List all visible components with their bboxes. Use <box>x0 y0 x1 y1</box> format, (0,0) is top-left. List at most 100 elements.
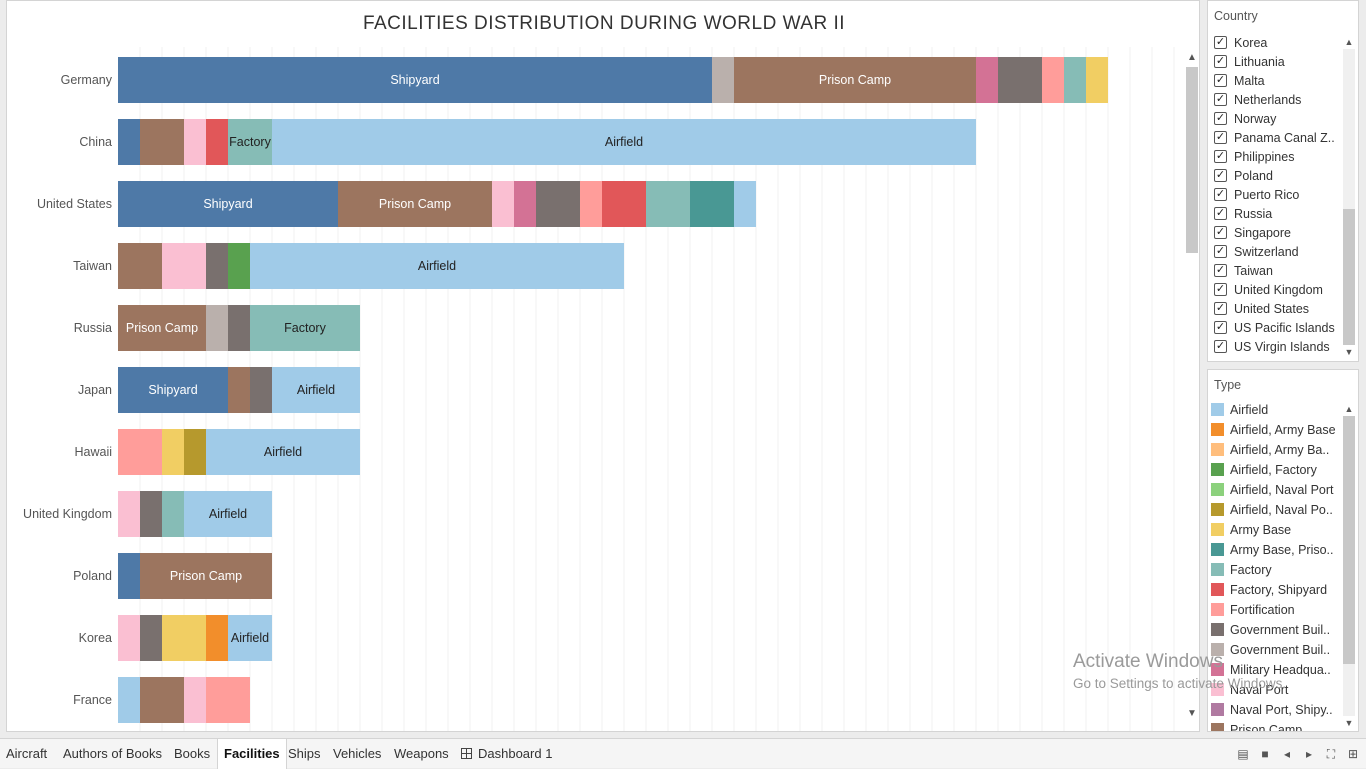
bar-segment[interactable] <box>1086 57 1108 103</box>
bar-segment[interactable] <box>272 119 976 165</box>
bar-segment[interactable] <box>206 615 228 661</box>
type-legend-scrollbar[interactable]: ▲ ▼ <box>1342 402 1356 730</box>
type-legend-item[interactable]: Airfield, Factory <box>1211 460 1342 479</box>
country-filter-item[interactable]: ✓ Norway <box>1214 109 1342 128</box>
country-filter-item[interactable]: ✓ US Virgin Islands <box>1214 337 1342 356</box>
tab-facilities[interactable]: Facilities <box>217 739 287 769</box>
type-legend-item[interactable]: Factory, Shipyard <box>1211 580 1342 599</box>
bar-segment[interactable] <box>734 181 756 227</box>
bar-segment[interactable] <box>250 305 360 351</box>
bar-segment[interactable] <box>206 677 250 723</box>
bar-segment[interactable] <box>118 243 162 289</box>
checkbox-checked-icon[interactable]: ✓ <box>1214 188 1227 201</box>
type-legend-item[interactable]: Factory <box>1211 560 1342 579</box>
previous-sheet-icon[interactable]: ◂ <box>1283 747 1291 761</box>
country-filter-item[interactable]: ✓ Poland <box>1214 166 1342 185</box>
bar-segment[interactable] <box>162 243 206 289</box>
grid-view-icon[interactable]: ⊞ <box>1347 747 1359 761</box>
bar-segment[interactable] <box>184 119 206 165</box>
checkbox-checked-icon[interactable]: ✓ <box>1214 131 1227 144</box>
type-legend-item[interactable]: Naval Port, Shipy.. <box>1211 700 1342 719</box>
country-filter-item[interactable]: ✓ Panama Canal Z.. <box>1214 128 1342 147</box>
bar-segment[interactable] <box>184 491 272 537</box>
tab-dashboard-1[interactable]: Dashboard 1 <box>455 739 558 769</box>
bar-segment[interactable] <box>690 181 734 227</box>
checkbox-checked-icon[interactable]: ✓ <box>1214 340 1227 353</box>
type-legend-item[interactable]: Prison Camp <box>1211 720 1342 731</box>
bar-segment[interactable] <box>118 305 206 351</box>
bar-segment[interactable] <box>206 429 360 475</box>
checkbox-checked-icon[interactable]: ✓ <box>1214 150 1227 163</box>
scroll-down-arrow-icon[interactable]: ▼ <box>1344 347 1354 357</box>
country-filter-item[interactable]: ✓ Russia <box>1214 204 1342 223</box>
type-legend-item[interactable]: Army Base, Priso.. <box>1211 540 1342 559</box>
scroll-thumb[interactable] <box>1343 416 1355 664</box>
tab-books[interactable]: Books <box>174 746 211 761</box>
bar-segment[interactable] <box>162 429 184 475</box>
country-filter-item[interactable]: ✓ United States <box>1214 299 1342 318</box>
bar-segment[interactable] <box>118 553 140 599</box>
bar-segment[interactable] <box>976 57 998 103</box>
bar-segment[interactable] <box>206 305 228 351</box>
bar-segment[interactable] <box>118 429 162 475</box>
checkbox-checked-icon[interactable]: ✓ <box>1214 112 1227 125</box>
scroll-thumb[interactable] <box>1186 67 1198 253</box>
country-filter-item[interactable]: ✓ Puerto Rico <box>1214 185 1342 204</box>
bar-segment[interactable] <box>206 243 228 289</box>
country-filter-item[interactable]: ✓ United Kingdom <box>1214 280 1342 299</box>
bar-segment[interactable] <box>998 57 1042 103</box>
bar-segment[interactable] <box>162 491 184 537</box>
country-filter-item[interactable]: ✓ Lithuania <box>1214 52 1342 71</box>
country-filter-scrollbar[interactable]: ▲ ▼ <box>1342 35 1356 359</box>
chart-vertical-scrollbar[interactable]: ▲ ▼ <box>1182 47 1202 727</box>
country-filter-item[interactable]: ✓ US Pacific Islands <box>1214 318 1342 337</box>
scroll-up-arrow-icon[interactable]: ▲ <box>1344 37 1354 47</box>
type-legend-item[interactable]: Army Base <box>1211 520 1342 539</box>
bar-segment[interactable] <box>734 57 976 103</box>
show-filmstrip-icon[interactable]: ▤ <box>1237 747 1249 761</box>
bar-segment[interactable] <box>140 491 162 537</box>
bar-segment[interactable] <box>118 677 140 723</box>
bar-segment[interactable] <box>118 615 140 661</box>
tab-aircraft[interactable]: Aircraft <box>6 746 48 761</box>
tab-ships[interactable]: Ships <box>288 746 321 761</box>
checkbox-checked-icon[interactable]: ✓ <box>1214 169 1227 182</box>
bar-segment[interactable] <box>118 119 140 165</box>
tab-vehicles[interactable]: Vehicles <box>333 746 382 761</box>
bar-segment[interactable] <box>228 615 272 661</box>
bar-segment[interactable] <box>602 181 646 227</box>
checkbox-checked-icon[interactable]: ✓ <box>1214 245 1227 258</box>
tab-authors-of-books[interactable]: Authors of Books <box>63 746 162 761</box>
bar-segment[interactable] <box>492 181 514 227</box>
type-legend-item[interactable]: Airfield, Naval Port <box>1211 480 1342 499</box>
country-filter-item[interactable]: ✓ Switzerland <box>1214 242 1342 261</box>
country-filter-item[interactable]: ✓ Singapore <box>1214 223 1342 242</box>
type-legend-item[interactable]: Airfield, Army Ba.. <box>1211 440 1342 459</box>
fullscreen-icon[interactable]: ⛶ <box>1326 747 1336 761</box>
bar-segment[interactable] <box>118 491 140 537</box>
bar-segment[interactable] <box>1064 57 1086 103</box>
show-tabs-icon[interactable]: ■ <box>1261 747 1269 761</box>
scroll-thumb[interactable] <box>1343 209 1355 345</box>
bar-segment[interactable] <box>228 367 250 413</box>
bar-segment[interactable] <box>118 57 712 103</box>
checkbox-checked-icon[interactable]: ✓ <box>1214 283 1227 296</box>
bar-segment[interactable] <box>712 57 734 103</box>
next-sheet-icon[interactable]: ▸ <box>1305 747 1313 761</box>
checkbox-checked-icon[interactable]: ✓ <box>1214 321 1227 334</box>
checkbox-checked-icon[interactable]: ✓ <box>1214 93 1227 106</box>
bar-segment[interactable] <box>162 615 206 661</box>
checkbox-checked-icon[interactable]: ✓ <box>1214 264 1227 277</box>
type-legend-item[interactable]: Airfield, Army Base <box>1211 420 1342 439</box>
checkbox-checked-icon[interactable]: ✓ <box>1214 74 1227 87</box>
tab-weapons[interactable]: Weapons <box>394 746 449 761</box>
bar-segment[interactable] <box>272 367 360 413</box>
country-filter-item[interactable]: ✓ Netherlands <box>1214 90 1342 109</box>
bar-segment[interactable] <box>536 181 580 227</box>
scroll-down-arrow-icon[interactable]: ▼ <box>1187 708 1197 719</box>
type-legend-item[interactable]: Military Headqua.. <box>1211 660 1342 679</box>
checkbox-checked-icon[interactable]: ✓ <box>1214 36 1227 49</box>
bar-segment[interactable] <box>118 367 228 413</box>
bar-segment[interactable] <box>118 181 338 227</box>
country-filter-item[interactable]: ✓ Malta <box>1214 71 1342 90</box>
